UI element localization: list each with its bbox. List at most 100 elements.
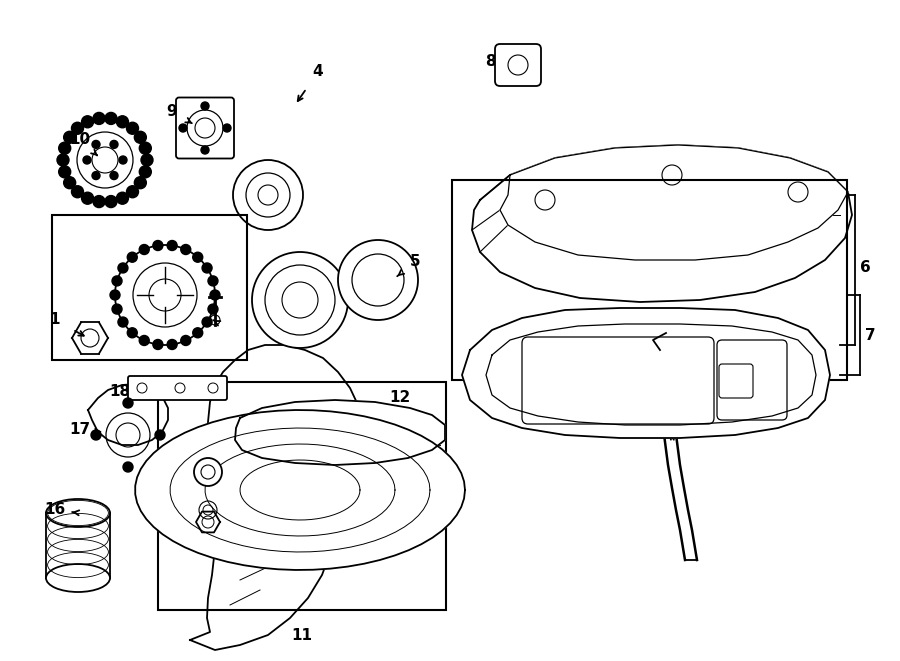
Circle shape bbox=[110, 290, 120, 300]
Circle shape bbox=[194, 458, 222, 486]
Text: 3: 3 bbox=[193, 305, 203, 319]
Circle shape bbox=[223, 124, 231, 132]
Circle shape bbox=[71, 186, 84, 198]
Text: 6: 6 bbox=[860, 260, 870, 276]
Bar bbox=[52, 215, 247, 360]
Circle shape bbox=[202, 317, 212, 327]
Circle shape bbox=[58, 142, 71, 154]
Text: 5: 5 bbox=[410, 254, 420, 270]
Circle shape bbox=[181, 245, 191, 254]
Circle shape bbox=[58, 166, 71, 178]
Circle shape bbox=[127, 122, 139, 134]
Circle shape bbox=[119, 156, 127, 164]
Ellipse shape bbox=[46, 499, 110, 527]
Polygon shape bbox=[190, 345, 362, 650]
Circle shape bbox=[140, 245, 149, 254]
Circle shape bbox=[134, 132, 147, 143]
Text: 1: 1 bbox=[50, 313, 60, 327]
Text: 14: 14 bbox=[670, 352, 690, 368]
Circle shape bbox=[91, 430, 101, 440]
Polygon shape bbox=[235, 400, 445, 465]
Circle shape bbox=[127, 253, 138, 262]
Circle shape bbox=[208, 276, 218, 286]
Text: 16: 16 bbox=[44, 502, 66, 518]
Circle shape bbox=[93, 196, 105, 208]
Circle shape bbox=[201, 146, 209, 154]
Circle shape bbox=[57, 154, 69, 166]
Text: 15: 15 bbox=[654, 418, 676, 432]
Text: 11: 11 bbox=[292, 627, 312, 642]
Circle shape bbox=[134, 176, 147, 188]
FancyBboxPatch shape bbox=[646, 346, 682, 390]
Text: 9: 9 bbox=[166, 104, 177, 120]
FancyBboxPatch shape bbox=[176, 98, 234, 159]
Polygon shape bbox=[88, 384, 168, 445]
Circle shape bbox=[140, 166, 151, 178]
FancyBboxPatch shape bbox=[193, 496, 227, 534]
Circle shape bbox=[193, 253, 202, 262]
Circle shape bbox=[82, 192, 94, 204]
Text: 19: 19 bbox=[194, 508, 216, 522]
Circle shape bbox=[210, 290, 220, 300]
Text: 4: 4 bbox=[312, 65, 323, 79]
Circle shape bbox=[123, 462, 133, 472]
Circle shape bbox=[127, 328, 138, 338]
Circle shape bbox=[140, 336, 149, 346]
Circle shape bbox=[110, 140, 118, 149]
Circle shape bbox=[252, 252, 348, 348]
Circle shape bbox=[110, 172, 118, 180]
Circle shape bbox=[115, 245, 215, 345]
Text: 18: 18 bbox=[110, 385, 130, 399]
Circle shape bbox=[193, 328, 202, 338]
Bar bbox=[452, 180, 847, 380]
Text: 8: 8 bbox=[485, 54, 495, 69]
Circle shape bbox=[71, 122, 84, 134]
Circle shape bbox=[64, 176, 76, 188]
Circle shape bbox=[118, 317, 128, 327]
Text: 10: 10 bbox=[69, 132, 91, 147]
Circle shape bbox=[83, 156, 91, 164]
Circle shape bbox=[141, 154, 153, 166]
Circle shape bbox=[140, 142, 151, 154]
Text: 12: 12 bbox=[390, 391, 410, 405]
Polygon shape bbox=[135, 410, 465, 570]
Circle shape bbox=[82, 116, 94, 128]
Circle shape bbox=[92, 140, 100, 149]
Circle shape bbox=[153, 241, 163, 251]
Circle shape bbox=[112, 276, 122, 286]
Circle shape bbox=[112, 304, 122, 314]
Polygon shape bbox=[472, 145, 852, 302]
Circle shape bbox=[181, 336, 191, 346]
Text: 2: 2 bbox=[112, 282, 123, 297]
Circle shape bbox=[127, 186, 139, 198]
Circle shape bbox=[208, 304, 218, 314]
Text: 7: 7 bbox=[865, 327, 876, 342]
FancyBboxPatch shape bbox=[495, 44, 541, 86]
Circle shape bbox=[105, 196, 117, 208]
Circle shape bbox=[167, 241, 177, 251]
Circle shape bbox=[233, 160, 303, 230]
Circle shape bbox=[201, 102, 209, 110]
Circle shape bbox=[64, 132, 76, 143]
Circle shape bbox=[63, 118, 147, 202]
Text: 17: 17 bbox=[69, 422, 91, 438]
Bar bbox=[158, 382, 446, 610]
Circle shape bbox=[118, 263, 128, 273]
Circle shape bbox=[116, 116, 129, 128]
Circle shape bbox=[116, 192, 129, 204]
Circle shape bbox=[123, 398, 133, 408]
Circle shape bbox=[153, 340, 163, 350]
Circle shape bbox=[155, 430, 165, 440]
Polygon shape bbox=[500, 145, 848, 260]
Circle shape bbox=[105, 112, 117, 124]
Circle shape bbox=[338, 240, 418, 320]
Circle shape bbox=[202, 263, 212, 273]
FancyBboxPatch shape bbox=[128, 376, 227, 400]
Text: 13: 13 bbox=[212, 438, 232, 453]
Circle shape bbox=[92, 172, 100, 180]
Polygon shape bbox=[462, 308, 830, 438]
Circle shape bbox=[93, 112, 105, 124]
Circle shape bbox=[179, 124, 187, 132]
Ellipse shape bbox=[46, 564, 110, 592]
Circle shape bbox=[167, 340, 177, 350]
